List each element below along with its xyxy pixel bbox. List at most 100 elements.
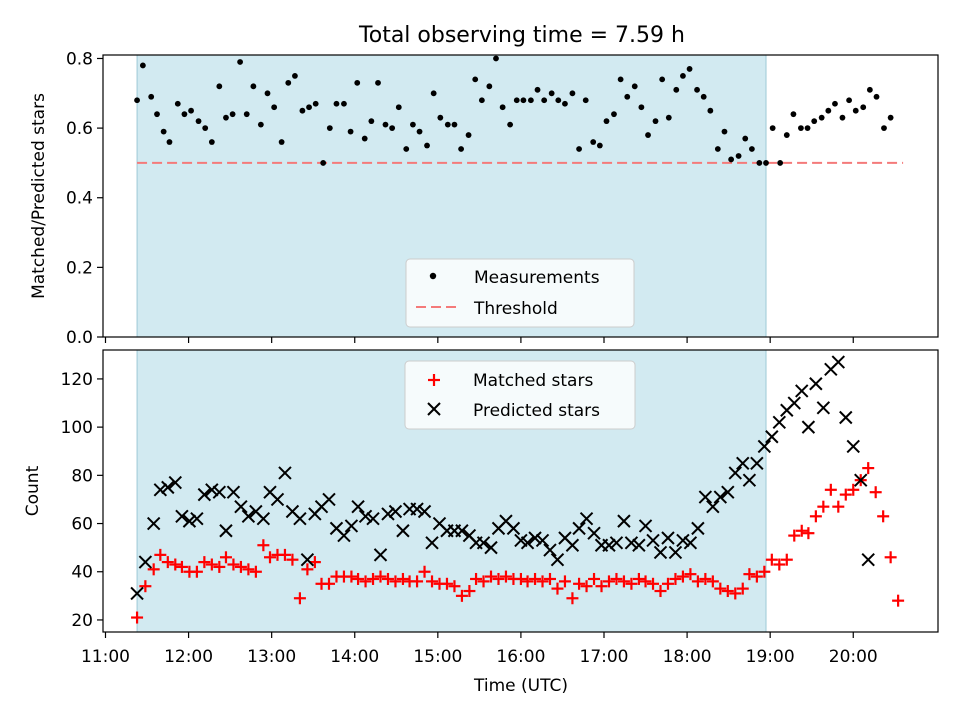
matched-star-point xyxy=(286,553,299,566)
matched-star-point xyxy=(817,500,830,513)
measurement-point xyxy=(832,100,838,107)
matched-star-point xyxy=(131,611,144,624)
predicted-star-point xyxy=(632,538,646,552)
top-x-ticks xyxy=(104,337,854,343)
measurement-point xyxy=(299,107,306,114)
measurement-point xyxy=(728,156,735,163)
matched-star-point xyxy=(426,575,439,588)
y-tick-label: 20 xyxy=(71,611,93,631)
measurement-point xyxy=(804,125,811,132)
predicted-star-point xyxy=(638,519,653,533)
measurement-point xyxy=(700,93,707,100)
predicted-star-point xyxy=(772,415,787,430)
measurement-point xyxy=(777,160,784,166)
predicted-star-point xyxy=(153,483,168,497)
matched-star-point xyxy=(809,510,822,523)
predicted-star-point xyxy=(175,509,189,524)
predicted-star-point xyxy=(765,430,779,444)
predicted-star-point xyxy=(138,555,153,569)
y-tick-label: 0.8 xyxy=(66,49,93,69)
measurement-point xyxy=(444,121,451,128)
top-y-ticks: 0.0 0.2 0.4 0.6 0.8 xyxy=(66,49,103,348)
matched-star-point xyxy=(293,592,306,605)
measurement-point xyxy=(769,125,776,132)
measurement-point xyxy=(665,114,672,121)
matched-star-point xyxy=(242,563,255,576)
measurement-point xyxy=(202,125,209,132)
matched-star-point xyxy=(625,577,638,590)
matched-star-point xyxy=(227,558,240,571)
predicted-star-point xyxy=(190,512,204,526)
bottom-y-axis-label: Count xyxy=(23,465,43,516)
matched-star-point xyxy=(602,575,615,588)
y-tick-label: 80 xyxy=(71,466,93,486)
predicted-star-point xyxy=(550,552,565,567)
measurement-point xyxy=(257,121,264,128)
measurement-point xyxy=(520,97,527,104)
measurement-point xyxy=(527,97,534,104)
measurement-point xyxy=(458,146,464,152)
matched-star-point xyxy=(714,582,727,595)
matched-star-point xyxy=(169,558,182,571)
matched-star-point xyxy=(699,572,712,585)
matched-star-point xyxy=(463,585,476,598)
predicted-star-point xyxy=(256,512,271,526)
predicted-star-point xyxy=(742,473,757,487)
matched-star-point xyxy=(669,572,682,585)
predicted-star-point xyxy=(861,552,875,567)
matched-star-point xyxy=(765,553,778,566)
predicted-star-point xyxy=(270,492,285,507)
measurement-point xyxy=(306,104,312,111)
measurement-point xyxy=(555,97,562,104)
measurement-point xyxy=(347,128,354,135)
measurement-point xyxy=(680,72,686,79)
measurement-point xyxy=(881,125,887,132)
measurement-point xyxy=(320,160,327,166)
matched-star-point xyxy=(869,486,882,499)
predicted-star-point xyxy=(410,502,424,516)
measurement-point xyxy=(154,111,160,118)
matched-star-point xyxy=(788,529,801,542)
matched-star-point xyxy=(802,527,815,540)
matched-star-point xyxy=(485,570,498,583)
predicted-star-point xyxy=(337,528,351,543)
x-axis-label: Time (UTC) xyxy=(473,676,568,696)
measurement-point xyxy=(783,132,790,138)
predicted-star-point xyxy=(506,521,521,536)
x-tick-label: 11:00 xyxy=(81,647,130,667)
matched-star-point xyxy=(795,524,808,537)
x-tick-label: 17:00 xyxy=(580,647,629,667)
measurement-point xyxy=(596,142,603,149)
predicted-star-point xyxy=(300,552,315,567)
predicted-stars-points xyxy=(130,355,875,601)
measurement-point xyxy=(562,100,568,107)
bottom-x-ticks: 11:00 12:00 13:00 14:00 15:00 16:00 17:00 18:00… xyxy=(81,632,878,667)
matched-star-point xyxy=(743,568,756,581)
matched-star-point xyxy=(374,570,387,583)
measurement-point xyxy=(617,76,624,83)
matched-star-point xyxy=(492,572,505,585)
measurement-point xyxy=(756,160,763,166)
predicted-star-point xyxy=(787,396,801,410)
matched-star-point xyxy=(367,572,380,585)
measurement-point xyxy=(852,107,859,114)
matched-star-point xyxy=(617,575,630,588)
predicted-star-point xyxy=(572,521,586,536)
measurement-point xyxy=(424,142,430,149)
top-y-axis-label: Matched/Predicted stars xyxy=(29,93,49,299)
measurement-point xyxy=(735,153,742,159)
measurement-point xyxy=(216,83,223,90)
matched-star-point xyxy=(824,483,837,496)
measurement-point xyxy=(576,146,582,152)
predicted-star-point xyxy=(425,536,439,550)
measurement-point xyxy=(811,118,818,125)
measurement-point xyxy=(499,104,506,111)
measurement-point xyxy=(229,111,236,118)
predicted-star-point xyxy=(205,483,219,497)
matched-star-point xyxy=(884,551,897,564)
predicted-star-point xyxy=(801,420,816,434)
predicted-star-point xyxy=(241,509,256,524)
predicted-star-point xyxy=(278,466,292,480)
top-axes-frame xyxy=(102,54,939,338)
predicted-star-point xyxy=(854,473,868,487)
